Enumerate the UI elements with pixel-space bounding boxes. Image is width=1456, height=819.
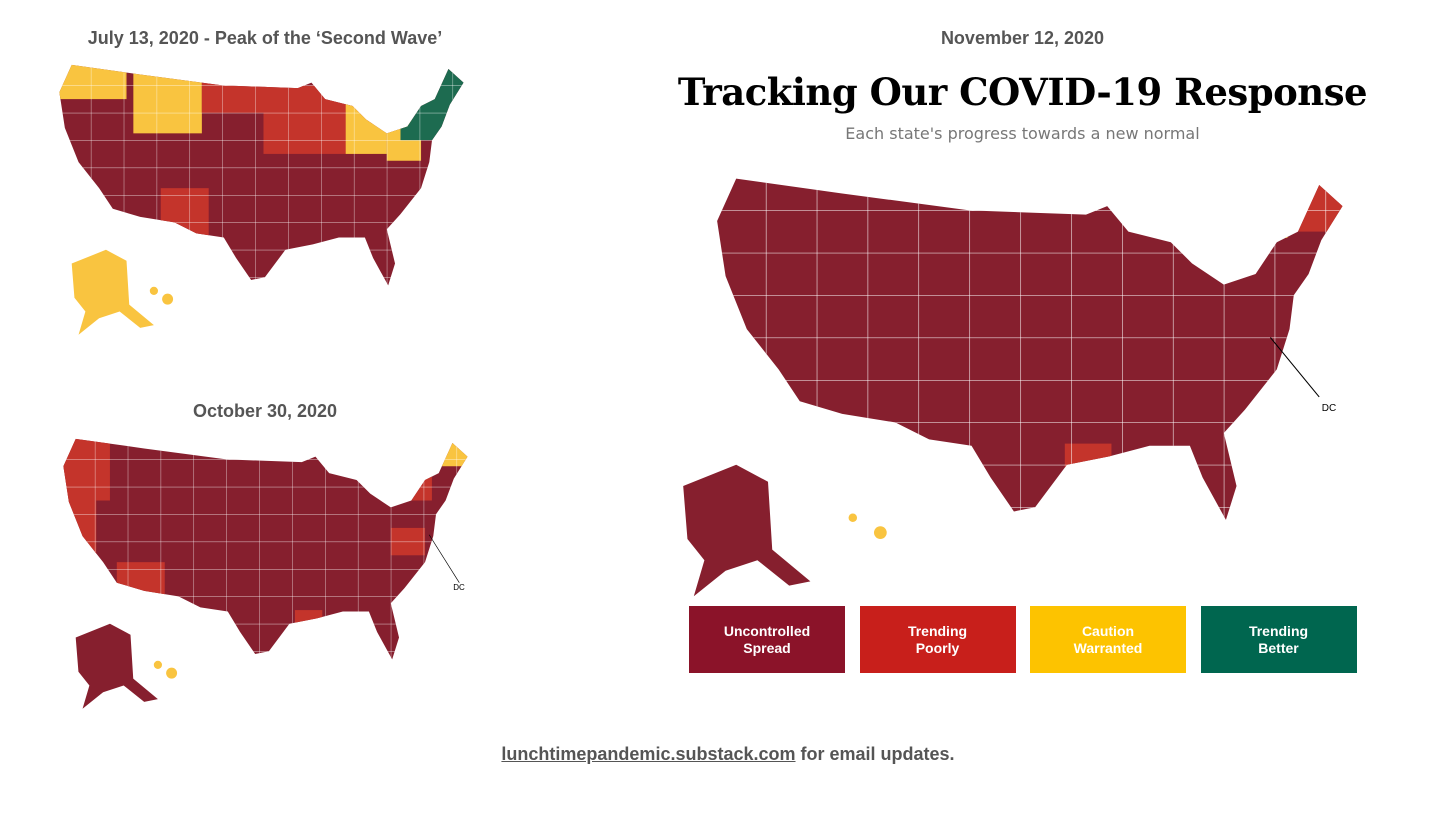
legend-label: Trending: [1248, 622, 1309, 639]
legend-label: Better: [1258, 639, 1299, 656]
legend-label: Caution: [1081, 622, 1135, 639]
title: Tracking Our COVID-19 Response: [677, 70, 1368, 114]
legend-item: Trending Poorly: [859, 606, 1016, 673]
legend-label: Uncontrolled: [723, 622, 811, 639]
map-caption: November 12, 2020: [940, 28, 1105, 48]
map-july: [59, 64, 464, 335]
legend-label: Warranted: [1073, 639, 1143, 656]
footer-text: for email updates.: [795, 744, 955, 764]
footer-link[interactable]: lunchtimepandemic.substack.com: [501, 744, 796, 764]
legend-label: Trending: [907, 622, 968, 639]
map-caption: October 30, 2020: [192, 401, 338, 421]
legend-item: Uncontrolled Spread: [689, 606, 845, 673]
legend-label: Spread: [743, 639, 791, 656]
legend-label: Poorly: [915, 639, 960, 656]
legend-item: Caution Warranted: [1030, 606, 1186, 673]
dc-label: DC: [1322, 403, 1336, 414]
map-october: [63, 438, 468, 709]
map-caption: July 13, 2020 - Peak of the ‘Second Wave…: [87, 28, 443, 48]
legend-item: Trending Better: [1200, 606, 1357, 673]
subtitle: Each state's progress towards a new norm…: [845, 124, 1200, 143]
footer: lunchtimepandemic.substack.com for email…: [0, 744, 1456, 765]
dc-label: DC: [453, 583, 465, 592]
map-november: [683, 178, 1343, 597]
